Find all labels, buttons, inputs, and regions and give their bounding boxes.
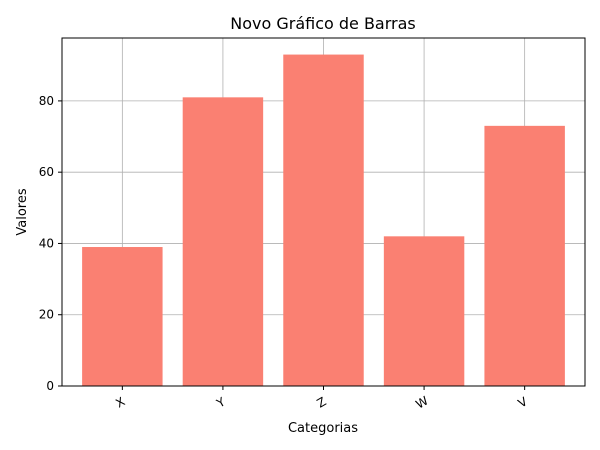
y-tick-label: 0: [46, 379, 54, 393]
x-tick-label: Z: [314, 394, 328, 410]
bars: [82, 54, 565, 387]
x-tick-label: V: [516, 394, 531, 411]
bar-w: [383, 236, 465, 386]
y-axis-ticks: 0 20 40 60 80: [39, 94, 62, 393]
bar-z: [283, 54, 364, 386]
x-tick-label: X: [113, 394, 127, 410]
y-axis-label: Valores: [15, 188, 30, 235]
y-tick-label: 40: [39, 236, 54, 250]
y-tick-label: 20: [39, 308, 54, 322]
x-tick-label: W: [413, 393, 430, 411]
bar-v: [484, 125, 565, 387]
bar-x: [82, 247, 163, 386]
y-tick-label: 80: [39, 94, 54, 108]
bar-y: [182, 97, 264, 387]
y-tick-label: 60: [39, 165, 54, 179]
x-axis-label: Categorias: [288, 421, 358, 436]
chart-title: Novo Gráfico de Barras: [230, 14, 416, 33]
x-tick-label: Y: [213, 394, 228, 411]
